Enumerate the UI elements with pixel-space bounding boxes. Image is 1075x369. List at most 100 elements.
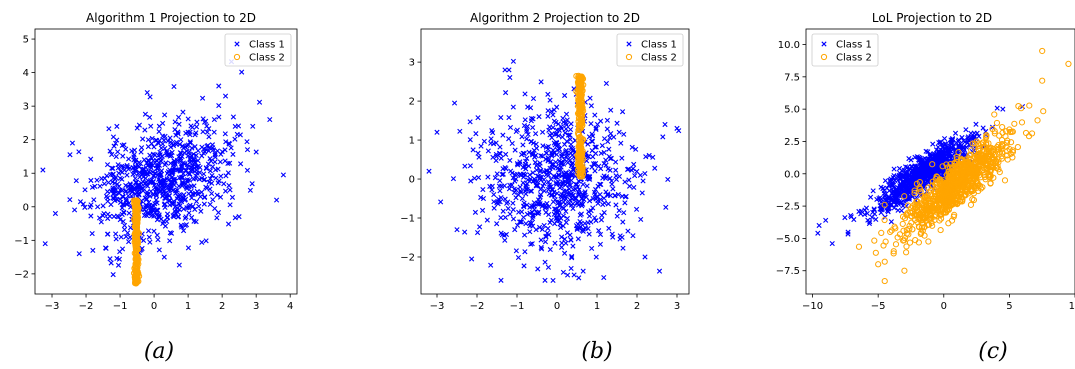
point-class-2 [960,171,967,178]
x-tick-label: 2 [219,301,225,312]
point-class-1 [457,128,463,134]
point-class-1 [545,264,552,270]
point-class-1 [518,189,524,195]
point-class-1 [522,172,529,178]
point-class-1 [115,262,122,268]
point-class-1 [126,210,132,216]
point-class-1 [120,218,126,224]
point-class-1 [179,179,186,185]
point-class-1 [536,114,542,120]
point-class-2 [1008,128,1015,135]
point-class-1 [88,156,94,162]
point-class-1 [150,192,156,198]
point-class-1 [67,197,73,203]
point-class-1 [625,166,632,172]
point-class-1 [204,129,210,135]
point-class-1 [164,211,171,217]
point-class-1 [160,120,166,126]
point-class-1 [167,238,173,244]
point-class-1 [563,208,569,214]
point-class-2 [954,188,961,195]
point-class-1 [226,140,232,146]
point-class-1 [148,123,154,129]
point-class-1 [136,191,142,197]
point-class-1 [518,219,525,225]
point-class-1 [601,136,608,142]
point-class-1 [137,160,144,167]
point-class-2 [998,146,1005,153]
point-class-1 [563,170,570,176]
point-class-1 [172,158,178,164]
point-class-1 [588,219,594,225]
point-class-1 [533,131,539,137]
point-class-1 [547,182,553,188]
point-class-1 [550,112,556,118]
x-tick-label: −1 [113,301,128,312]
point-class-1 [497,178,503,184]
point-class-1 [188,183,194,189]
point-class-2 [920,215,927,222]
point-class-1 [185,150,191,156]
point-class-1 [535,182,541,189]
point-class-2 [132,240,139,247]
point-class-1 [127,234,133,240]
point-class-1 [159,153,165,160]
point-class-1 [209,190,215,197]
point-class-1 [230,151,236,157]
point-class-1 [103,245,109,251]
point-class-1 [593,218,599,224]
point-class-1 [253,149,259,155]
point-class-1 [179,224,185,230]
point-class-1 [558,167,564,173]
point-class-2 [942,187,949,195]
point-class-1 [471,175,478,181]
point-class-1 [170,168,176,174]
point-class-2 [998,155,1006,162]
point-class-1 [864,210,870,216]
point-class-1 [226,182,232,189]
point-class-1 [513,248,519,254]
point-class-2 [906,239,914,246]
point-class-1 [89,230,95,237]
point-class-1 [175,209,181,215]
point-class-1 [206,134,212,140]
point-class-1 [162,145,168,151]
point-class-2 [995,156,1002,163]
point-class-1 [545,91,551,97]
point-class-1 [606,225,612,231]
point-class-1 [553,206,559,212]
point-class-1 [558,183,564,190]
point-class-1 [149,177,155,183]
point-class-1 [523,182,529,188]
point-class-2 [855,243,863,250]
point-class-1 [189,195,195,201]
point-class-2 [901,235,909,242]
point-class-2 [977,161,984,168]
point-class-2 [133,272,140,279]
point-class-2 [967,163,974,170]
point-class-1 [166,193,172,199]
point-class-1 [76,149,82,155]
point-class-2 [983,133,990,140]
point-class-2 [944,197,952,205]
point-class-2 [134,231,141,238]
point-class-1 [870,209,876,215]
point-class-1 [948,137,954,143]
point-class-1 [168,186,174,192]
point-class-1 [845,231,851,237]
point-class-1 [517,184,523,190]
point-class-1 [906,195,912,201]
point-class-2 [971,140,978,147]
point-class-1 [189,214,195,221]
point-class-1 [914,163,921,169]
point-class-1 [535,266,541,272]
point-class-1 [545,113,551,119]
point-class-1 [133,184,140,190]
point-class-1 [556,207,562,213]
point-class-1 [519,134,525,140]
point-class-1 [521,200,527,206]
point-class-1 [186,205,192,211]
point-class-1 [115,149,121,155]
point-class-2 [911,187,918,194]
point-class-1 [100,213,106,219]
